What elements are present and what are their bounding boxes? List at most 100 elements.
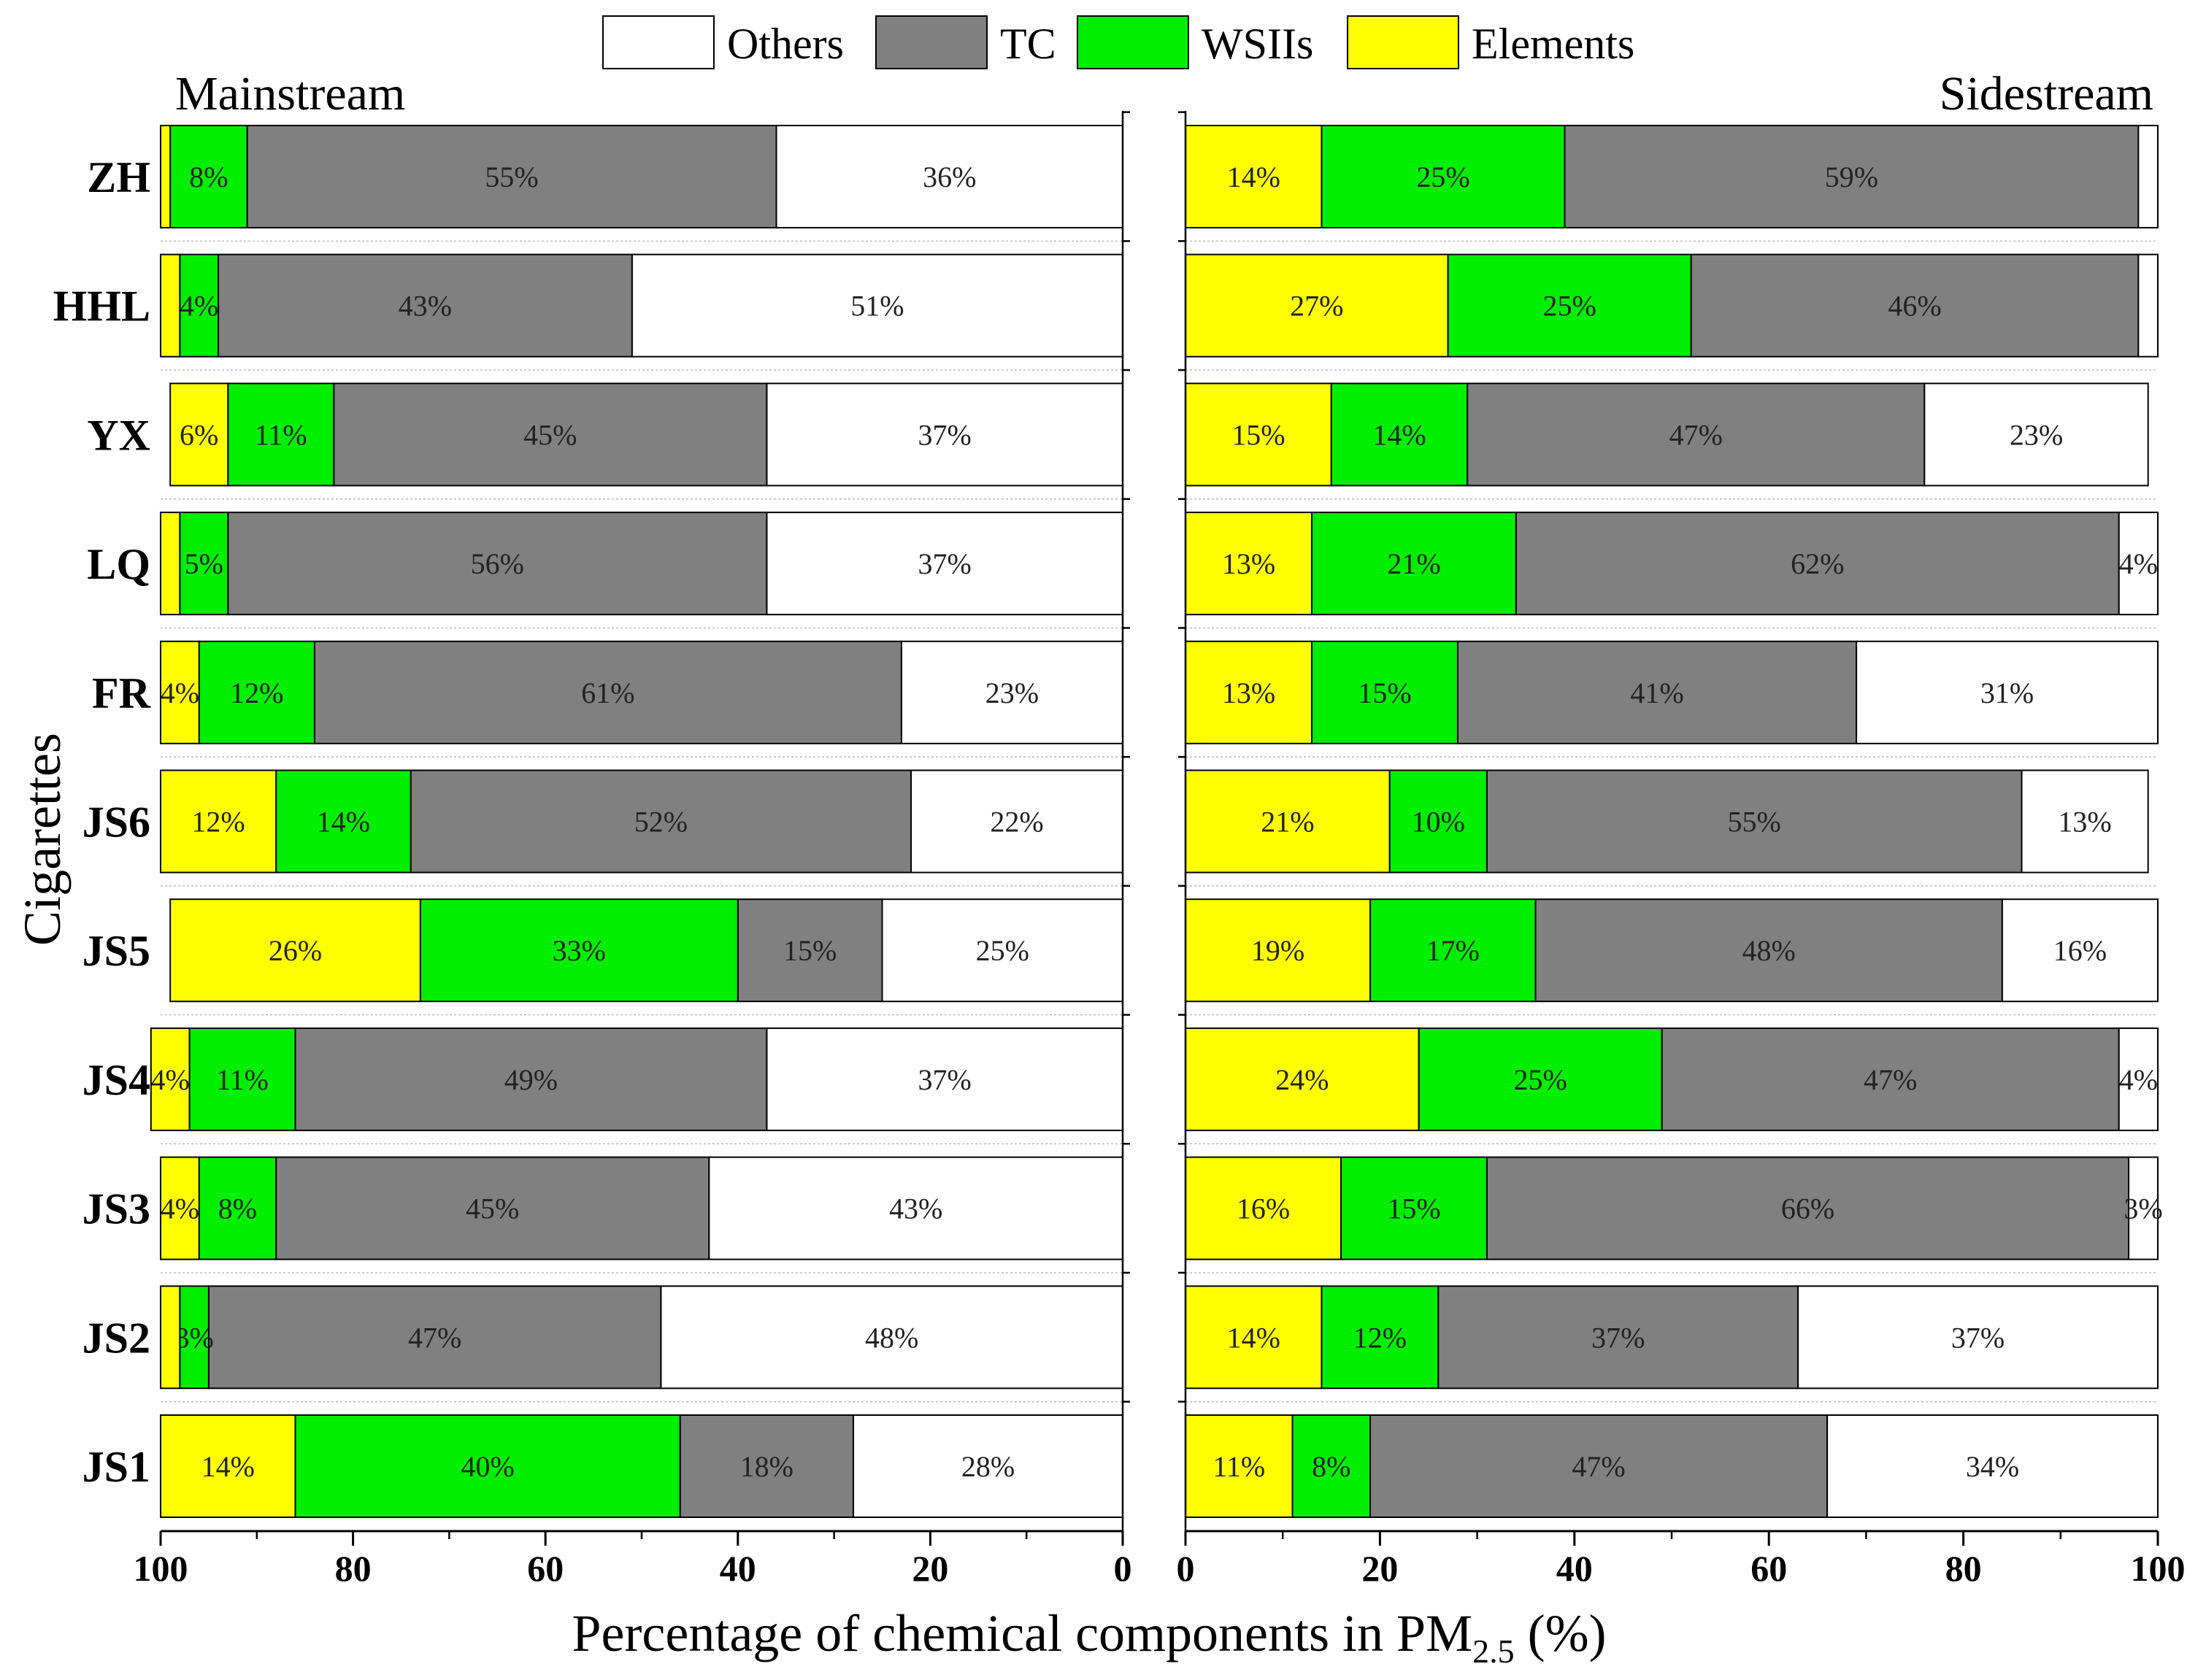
sidestream-bar-js3-elements (1185, 1156, 1342, 1260)
mainstream-label-js1-tc: 18% (740, 1450, 793, 1483)
sidestream-bar-js4-wsiis (1418, 1027, 1663, 1131)
sidestream-bar-js3-wsiis (1340, 1156, 1488, 1260)
mainstream-bar-js5-elements (169, 898, 421, 1003)
sidestream-label-zh-wsiis: 25% (1416, 161, 1469, 193)
sidestream-bar-zh-wsiis (1321, 125, 1566, 228)
mainstream-bar-js6-elements (160, 769, 277, 874)
sidestream-bar-js3-others (2128, 1156, 2159, 1260)
x-axis-title-main: Percentage of chemical components in PM (572, 1604, 1472, 1662)
mainstream-label-js5-elements: 26% (269, 934, 322, 967)
legend-label-tc: TC (1000, 20, 1056, 68)
sidestream-bar-js1-elements (1185, 1414, 1294, 1518)
sidestream-bar-zh-tc (1564, 125, 2140, 228)
mainstream-bar-zh-tc (246, 125, 777, 228)
mainstream-bar-fr-wsiis (198, 640, 315, 744)
mainstream-label-js5-wsiis: 33% (553, 934, 606, 967)
sidestream-label-js6-tc: 55% (1728, 806, 1781, 839)
sidestream-label-js2-tc: 37% (1591, 1321, 1645, 1354)
mainstream-label-js6-wsiis: 14% (317, 806, 370, 839)
mainstream-bar-lq-tc (227, 512, 768, 616)
mainstream-bar-yx-others (766, 382, 1123, 487)
sidestream-bar-js2-others (1797, 1285, 2159, 1390)
mainstream-bar-zh-elements (160, 125, 172, 228)
sidestream-label-lq-wsiis: 21% (1387, 547, 1440, 580)
sidestream-title: Sidestream (1940, 67, 2153, 120)
mainstream-tick-label-0: 0 (1114, 1548, 1132, 1589)
sidestream-label-yx-others: 23% (2010, 418, 2063, 451)
sidestream-label-js4-elements: 24% (1275, 1063, 1329, 1096)
mainstream-bar-hhl-tc (218, 253, 633, 358)
legend-swatch-elements (1347, 15, 1459, 69)
x-axis-title-subscript: 2.5 (1472, 1633, 1515, 1670)
mainstream-label-js5-others: 25% (976, 934, 1029, 967)
sidestream-label-js4-wsiis: 25% (1514, 1063, 1567, 1096)
mainstream-bar-fr-tc (313, 640, 902, 744)
mainstream-bar-fr-others (900, 640, 1123, 744)
sidestream-label-js3-tc: 66% (1781, 1192, 1834, 1225)
mainstream-bar-js1-others (852, 1414, 1123, 1518)
mainstream-bar-js6-wsiis (275, 769, 412, 874)
mainstream-label-js3-others: 43% (889, 1192, 942, 1225)
mainstream-label-yx-wsiis: 11% (255, 418, 307, 451)
sidestream-bar-fr-tc (1456, 640, 1858, 744)
mainstream-label-js6-others: 22% (990, 806, 1043, 839)
sidestream-label-lq-elements: 13% (1222, 547, 1275, 580)
mainstream-bar-js6-tc (410, 769, 912, 874)
mainstream-bar-js2-elements (160, 1285, 181, 1390)
legend-swatch-wsiis (1077, 15, 1189, 69)
sidestream-bar-hhl-wsiis (1447, 253, 1692, 358)
sidestream-bar-js4-others (2118, 1027, 2159, 1131)
sidestream-label-js6-others: 13% (2058, 806, 2111, 839)
legend-label-others: Others (727, 20, 844, 68)
sidestream-bar-fr-others (1856, 640, 2159, 744)
sidestream-label-hhl-tc: 46% (1888, 290, 1941, 323)
mainstream-panel: Mainstream 36% 55% 8% 51% 43% 4% 37% 45% 11% 6% 37%… (134, 67, 1132, 1589)
mainstream-tick-label-40: 40 (720, 1548, 756, 1589)
sidestream-label-js6-wsiis: 10% (1412, 806, 1465, 839)
mainstream-tick-label-20: 20 (912, 1548, 948, 1589)
mainstream-bar-zh-others (775, 125, 1124, 228)
category-label-hhl: HHL (53, 282, 150, 331)
sidestream-label-yx-wsiis: 14% (1372, 418, 1426, 451)
mainstream-label-hhl-others: 51% (850, 290, 904, 323)
mainstream-label-js6-elements: 12% (191, 806, 245, 839)
legend-swatch-others (602, 15, 715, 69)
sidestream-label-js2-elements: 14% (1227, 1321, 1280, 1354)
sidestream-bar-js1-tc (1369, 1414, 1829, 1518)
mainstream-label-js1-wsiis: 40% (461, 1450, 514, 1483)
mainstream-label-js4-elements: 4% (151, 1063, 190, 1096)
mainstream-bar-hhl-wsiis (179, 253, 220, 358)
sidestream-panel: Sidestream 14% 25% 59% 27% 25% 46% 15% 14% 47% 23%… (1177, 67, 2186, 1589)
mainstream-bar-js4-others (766, 1027, 1123, 1131)
sidestream-bar-js1-others (1826, 1414, 2159, 1518)
sidestream-bar-yx-others (1923, 382, 2149, 487)
sidestream-label-js1-tc: 47% (1572, 1450, 1625, 1483)
sidestream-bar-js6-others (2021, 769, 2149, 874)
mainstream-tick-label-60: 60 (527, 1548, 564, 1589)
sidestream-label-js5-others: 16% (2053, 934, 2107, 967)
sidestream-tick-label-80: 80 (1945, 1548, 1982, 1589)
mainstream-label-fr-elements: 4% (161, 677, 199, 709)
sidestream-tick-label-40: 40 (1556, 1548, 1593, 1589)
sidestream-label-js5-elements: 19% (1251, 934, 1304, 967)
category-label-js4: JS4 (82, 1056, 150, 1104)
sidestream-bar-js6-wsiis (1388, 769, 1488, 874)
sidestream-bar-fr-wsiis (1311, 640, 1459, 744)
mainstream-bar-js3-elements (160, 1156, 200, 1260)
category-label-js2: JS2 (82, 1314, 150, 1362)
mainstream-label-zh-tc: 55% (485, 161, 538, 193)
mainstream-label-js4-others: 37% (918, 1063, 972, 1096)
sidestream-bar-js6-tc (1486, 769, 2023, 874)
sidestream-label-js4-others: 4% (2119, 1063, 2158, 1096)
sidestream-bar-lq-wsiis (1311, 512, 1517, 616)
legend-label-elements: Elements (1472, 20, 1634, 68)
mainstream-label-zh-others: 36% (923, 161, 976, 193)
mainstream-bar-yx-wsiis (227, 382, 335, 487)
sidestream-tick-label-100: 100 (2131, 1548, 2186, 1589)
mainstream-label-js2-tc: 47% (408, 1321, 461, 1354)
mainstream-bar-js5-wsiis (419, 898, 739, 1003)
sidestream-label-fr-others: 31% (1980, 677, 2034, 709)
sidestream-label-lq-tc: 62% (1791, 547, 1844, 580)
mainstream-label-fr-tc: 61% (581, 677, 634, 709)
